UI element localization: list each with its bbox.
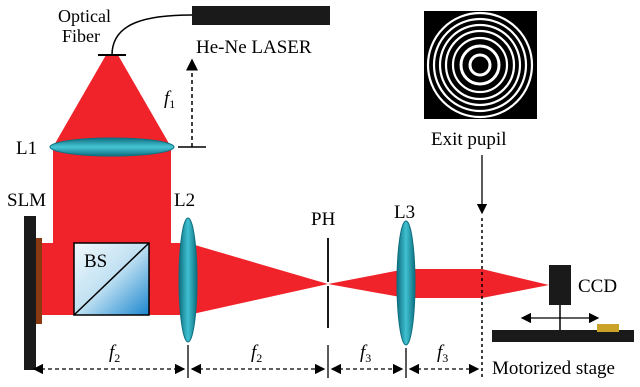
lens-l3 <box>397 221 415 345</box>
slm-device <box>24 216 36 370</box>
ccd-beam <box>482 269 549 298</box>
bs-label: BS <box>84 251 107 272</box>
vertical-beam <box>53 147 171 243</box>
ph-label: PH <box>311 209 336 230</box>
stage-carriage <box>597 324 619 332</box>
diverging-beam <box>328 269 406 298</box>
exit-pupil-label: Exit pupil <box>431 129 506 150</box>
l2-label: L2 <box>174 190 195 211</box>
exit-pupil-image <box>424 11 537 119</box>
f3a-label: f3 <box>360 342 371 365</box>
f2b-label: f2 <box>251 342 262 365</box>
f2a-label: f2 <box>109 342 120 365</box>
slm-face <box>36 238 42 324</box>
fiber-label: Fiber <box>62 26 100 46</box>
l1-label: L1 <box>16 138 37 159</box>
converging-beam <box>188 243 328 315</box>
lens-l2 <box>179 218 197 342</box>
ccd-camera <box>549 265 571 305</box>
collimated-beam <box>406 269 482 298</box>
optical-label: Optical <box>58 6 111 26</box>
lens-l1 <box>50 138 174 156</box>
fiber-cone-beam <box>53 55 171 147</box>
f3b-label: f3 <box>437 342 448 365</box>
optical-fiber-cable <box>112 15 192 55</box>
ccd-label: CCD <box>578 276 617 297</box>
laser-label: He-Ne LASER <box>196 37 312 58</box>
stage-label: Motorized stage <box>492 358 615 379</box>
he-ne-laser <box>192 6 330 25</box>
f1-label: f1 <box>164 88 175 111</box>
l3-label: L3 <box>394 202 415 223</box>
slm-label: SLM <box>7 190 46 211</box>
